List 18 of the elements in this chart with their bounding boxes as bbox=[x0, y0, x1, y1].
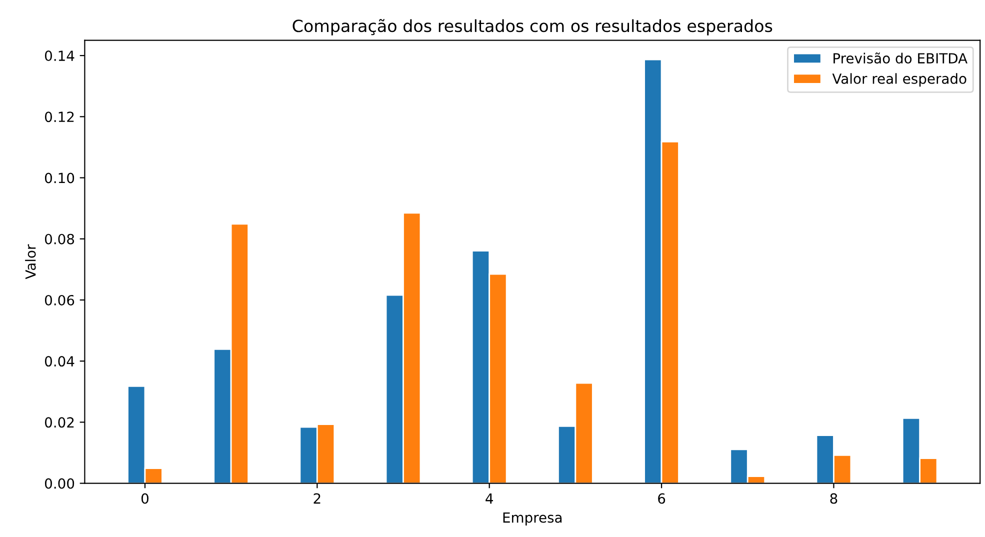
legend-label: Previsão do EBITDA bbox=[834, 52, 968, 64]
y-tick-label: 0.04 bbox=[44, 356, 74, 367]
y-tick-label: 0.00 bbox=[44, 478, 74, 489]
y-tick-label: 0.14 bbox=[44, 50, 74, 62]
y-tick-label: 0.12 bbox=[44, 112, 74, 122]
x-axis-title: Empresa bbox=[503, 512, 562, 526]
y-tick-label: 0.06 bbox=[44, 294, 74, 306]
y-tick-label: 0.02 bbox=[44, 417, 74, 428]
x-tick-label: 6 bbox=[658, 493, 666, 504]
x-tick-label: 0 bbox=[141, 493, 148, 504]
x-tick-label: 4 bbox=[486, 493, 493, 504]
y-tick-label: 0.10 bbox=[44, 172, 74, 184]
y-tick-label: 0.08 bbox=[44, 234, 74, 244]
y-axis-title: Valor bbox=[25, 244, 36, 280]
legend-label: Valor real esperado bbox=[832, 73, 966, 87]
chart-title: Comparação dos resultados com os resultados esperados bbox=[292, 18, 772, 36]
x-tick-label: 2 bbox=[314, 493, 320, 504]
x-tick-label: 8 bbox=[830, 493, 838, 504]
